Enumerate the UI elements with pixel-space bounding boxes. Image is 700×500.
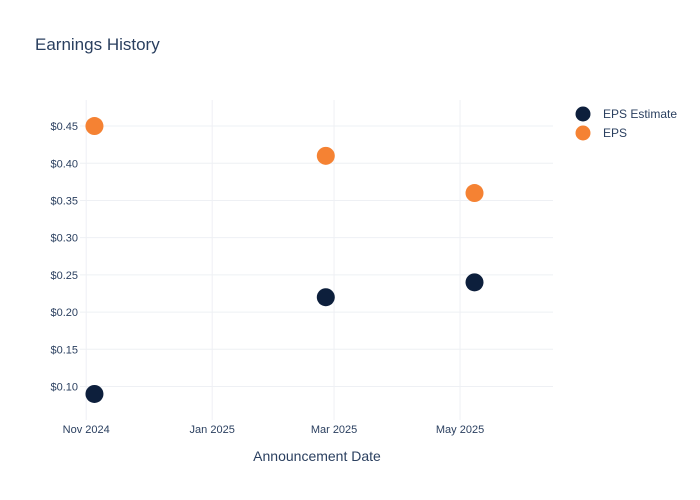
legend[interactable]: EPS Estimate EPS <box>575 106 678 141</box>
y-tick-label: $0.40 <box>50 158 78 170</box>
data-point[interactable] <box>85 117 104 136</box>
x-tick-label: May 2025 <box>436 424 484 436</box>
grid <box>80 100 553 420</box>
y-tick-label: $0.15 <box>50 344 78 356</box>
chart-title: Earnings History <box>35 35 160 54</box>
y-tick-label: $0.30 <box>50 233 78 245</box>
x-axis: Nov 2024 Jan 2025 Mar 2025 May 2025 <box>63 424 485 436</box>
x-tick-label: Mar 2025 <box>311 424 357 436</box>
legend-marker <box>575 125 591 141</box>
data-point[interactable] <box>316 288 335 307</box>
legend-marker <box>575 106 591 122</box>
legend-label: EPS <box>603 126 627 140</box>
legend-label: EPS Estimate <box>603 107 677 121</box>
data-point[interactable] <box>465 184 484 203</box>
legend-item[interactable]: EPS <box>575 125 628 141</box>
data-point[interactable] <box>465 273 484 292</box>
data-point[interactable] <box>316 146 335 165</box>
y-tick-label: $0.45 <box>50 121 78 133</box>
y-tick-label: $0.25 <box>50 270 78 282</box>
legend-item[interactable]: EPS Estimate <box>575 106 678 122</box>
x-tick-label: Nov 2024 <box>63 424 110 436</box>
y-axis: $0.10 $0.15 $0.20 $0.25 $0.30 $0.35 $0.40 $0.45 <box>50 121 78 393</box>
y-tick-label: $0.35 <box>50 195 78 207</box>
y-tick-label: $0.10 <box>50 382 78 394</box>
data-points <box>85 117 484 403</box>
y-tick-label: $0.20 <box>50 307 78 319</box>
x-axis-title: Announcement Date <box>253 448 381 464</box>
data-point[interactable] <box>85 384 104 403</box>
x-tick-label: Jan 2025 <box>190 424 235 436</box>
